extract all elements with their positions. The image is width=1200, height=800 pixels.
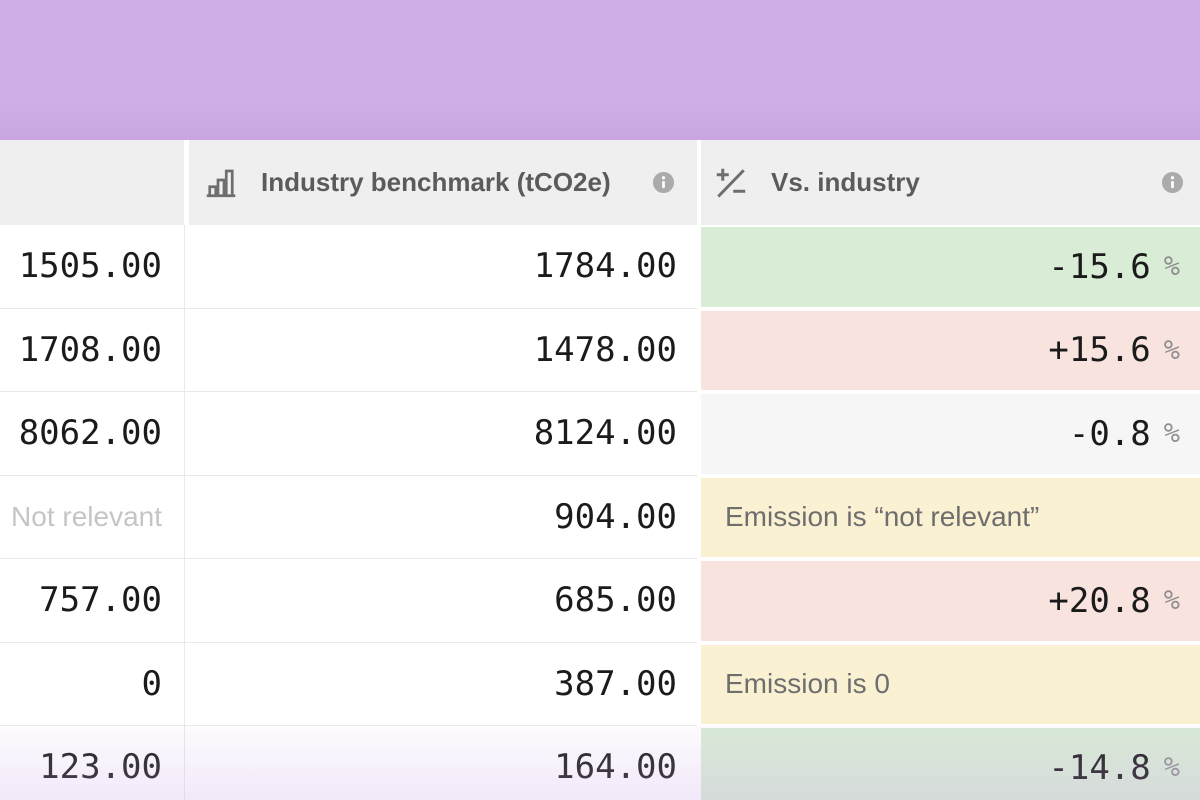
emission-cell[interactable]: 0 — [0, 642, 185, 726]
emission-cell[interactable]: Not relevant — [0, 475, 185, 559]
vs-industry-value-block: -15.6 % — [701, 227, 1200, 307]
emission-cell[interactable]: 1708.00 — [0, 308, 185, 392]
vs-industry-column-label: Vs. industry — [771, 167, 920, 197]
benchmark-cell: 1784.00 — [185, 225, 697, 309]
vs-industry-percent: -0.8 — [1068, 413, 1151, 454]
top-banner — [0, 0, 1200, 140]
emission-cell[interactable]: 8062.00 — [0, 392, 185, 476]
table-row: 757.00 685.00 +20.8 % — [0, 559, 1200, 643]
emission-cell[interactable]: 757.00 — [0, 559, 185, 643]
percent-unit: % — [1163, 752, 1180, 784]
benchmark-cell: 904.00 — [185, 476, 697, 559]
percent-unit: % — [1163, 334, 1180, 366]
vs-industry-value-block: Emission is “not relevant” — [701, 477, 1200, 557]
vs-industry-cell: -0.8 % — [697, 392, 1200, 476]
emission-cell[interactable]: 123.00 — [0, 726, 185, 800]
benchmark-cell: 387.00 — [185, 643, 697, 726]
vs-industry-percent: +15.6 — [1048, 330, 1151, 371]
percent-unit: % — [1163, 585, 1180, 617]
benchmark-cell: 164.00 — [185, 726, 697, 800]
vs-industry-cell: -14.8 % — [697, 726, 1200, 800]
header-gap — [697, 140, 701, 225]
table-row: 1708.00 1478.00 +15.6 % — [0, 308, 1200, 392]
benchmark-cell: 1478.00 — [185, 309, 697, 392]
vs-industry-value-block: +20.8 % — [701, 561, 1200, 641]
percent-unit: % — [1163, 251, 1180, 283]
vs-industry-cell: +15.6 % — [697, 308, 1200, 392]
vs-industry-percent: +20.8 — [1048, 580, 1151, 621]
vs-industry-percent: -14.8 — [1048, 747, 1151, 788]
vs-industry-note: Emission is “not relevant” — [725, 501, 1040, 533]
vs-industry-percent: -15.6 — [1048, 246, 1151, 287]
table-row: Not relevant 904.00 Emission is “not rel… — [0, 475, 1200, 559]
vs-industry-cell: -15.6 % — [697, 225, 1200, 309]
table-header: Industry benchmark (tCO2e) Vs. industry — [0, 140, 1200, 225]
header-cell-vs-industry: Vs. industry — [701, 140, 1200, 225]
vs-industry-cell: Emission is “not relevant” — [697, 475, 1200, 559]
table-row: 1505.00 1784.00 -15.6 % — [0, 225, 1200, 309]
header-cell-benchmark: Industry benchmark (tCO2e) — [189, 140, 697, 225]
vs-industry-value-block: Emission is 0 — [701, 644, 1200, 724]
percent-unit: % — [1163, 418, 1180, 450]
vs-industry-cell: +20.8 % — [697, 559, 1200, 643]
vs-industry-value-block: -14.8 % — [701, 728, 1200, 800]
benchmark-cell: 8124.00 — [185, 392, 697, 476]
plus-minus-icon — [716, 168, 746, 198]
vs-industry-value-block: +15.6 % — [701, 310, 1200, 390]
vs-industry-cell: Emission is 0 — [697, 642, 1200, 726]
emission-cell[interactable]: 1505.00 — [0, 225, 185, 309]
bar-chart-icon — [206, 169, 236, 197]
header-gap — [184, 140, 189, 225]
benchmark-column-label: Industry benchmark (tCO2e) — [261, 167, 611, 197]
benchmark-cell: 685.00 — [185, 559, 697, 643]
table-row: 8062.00 8124.00 -0.8 % — [0, 392, 1200, 476]
table-body: 1505.00 1784.00 -15.6 % 1708.00 1478.00 … — [0, 225, 1200, 800]
vs-industry-value-block: -0.8 % — [701, 394, 1200, 474]
header-cell-emissions — [0, 140, 184, 225]
table-row: 0 387.00 Emission is 0 — [0, 642, 1200, 726]
info-icon[interactable] — [1161, 171, 1184, 194]
info-icon[interactable] — [652, 171, 675, 194]
table-row: 123.00 164.00 -14.8 % — [0, 726, 1200, 800]
vs-industry-note: Emission is 0 — [725, 668, 890, 700]
